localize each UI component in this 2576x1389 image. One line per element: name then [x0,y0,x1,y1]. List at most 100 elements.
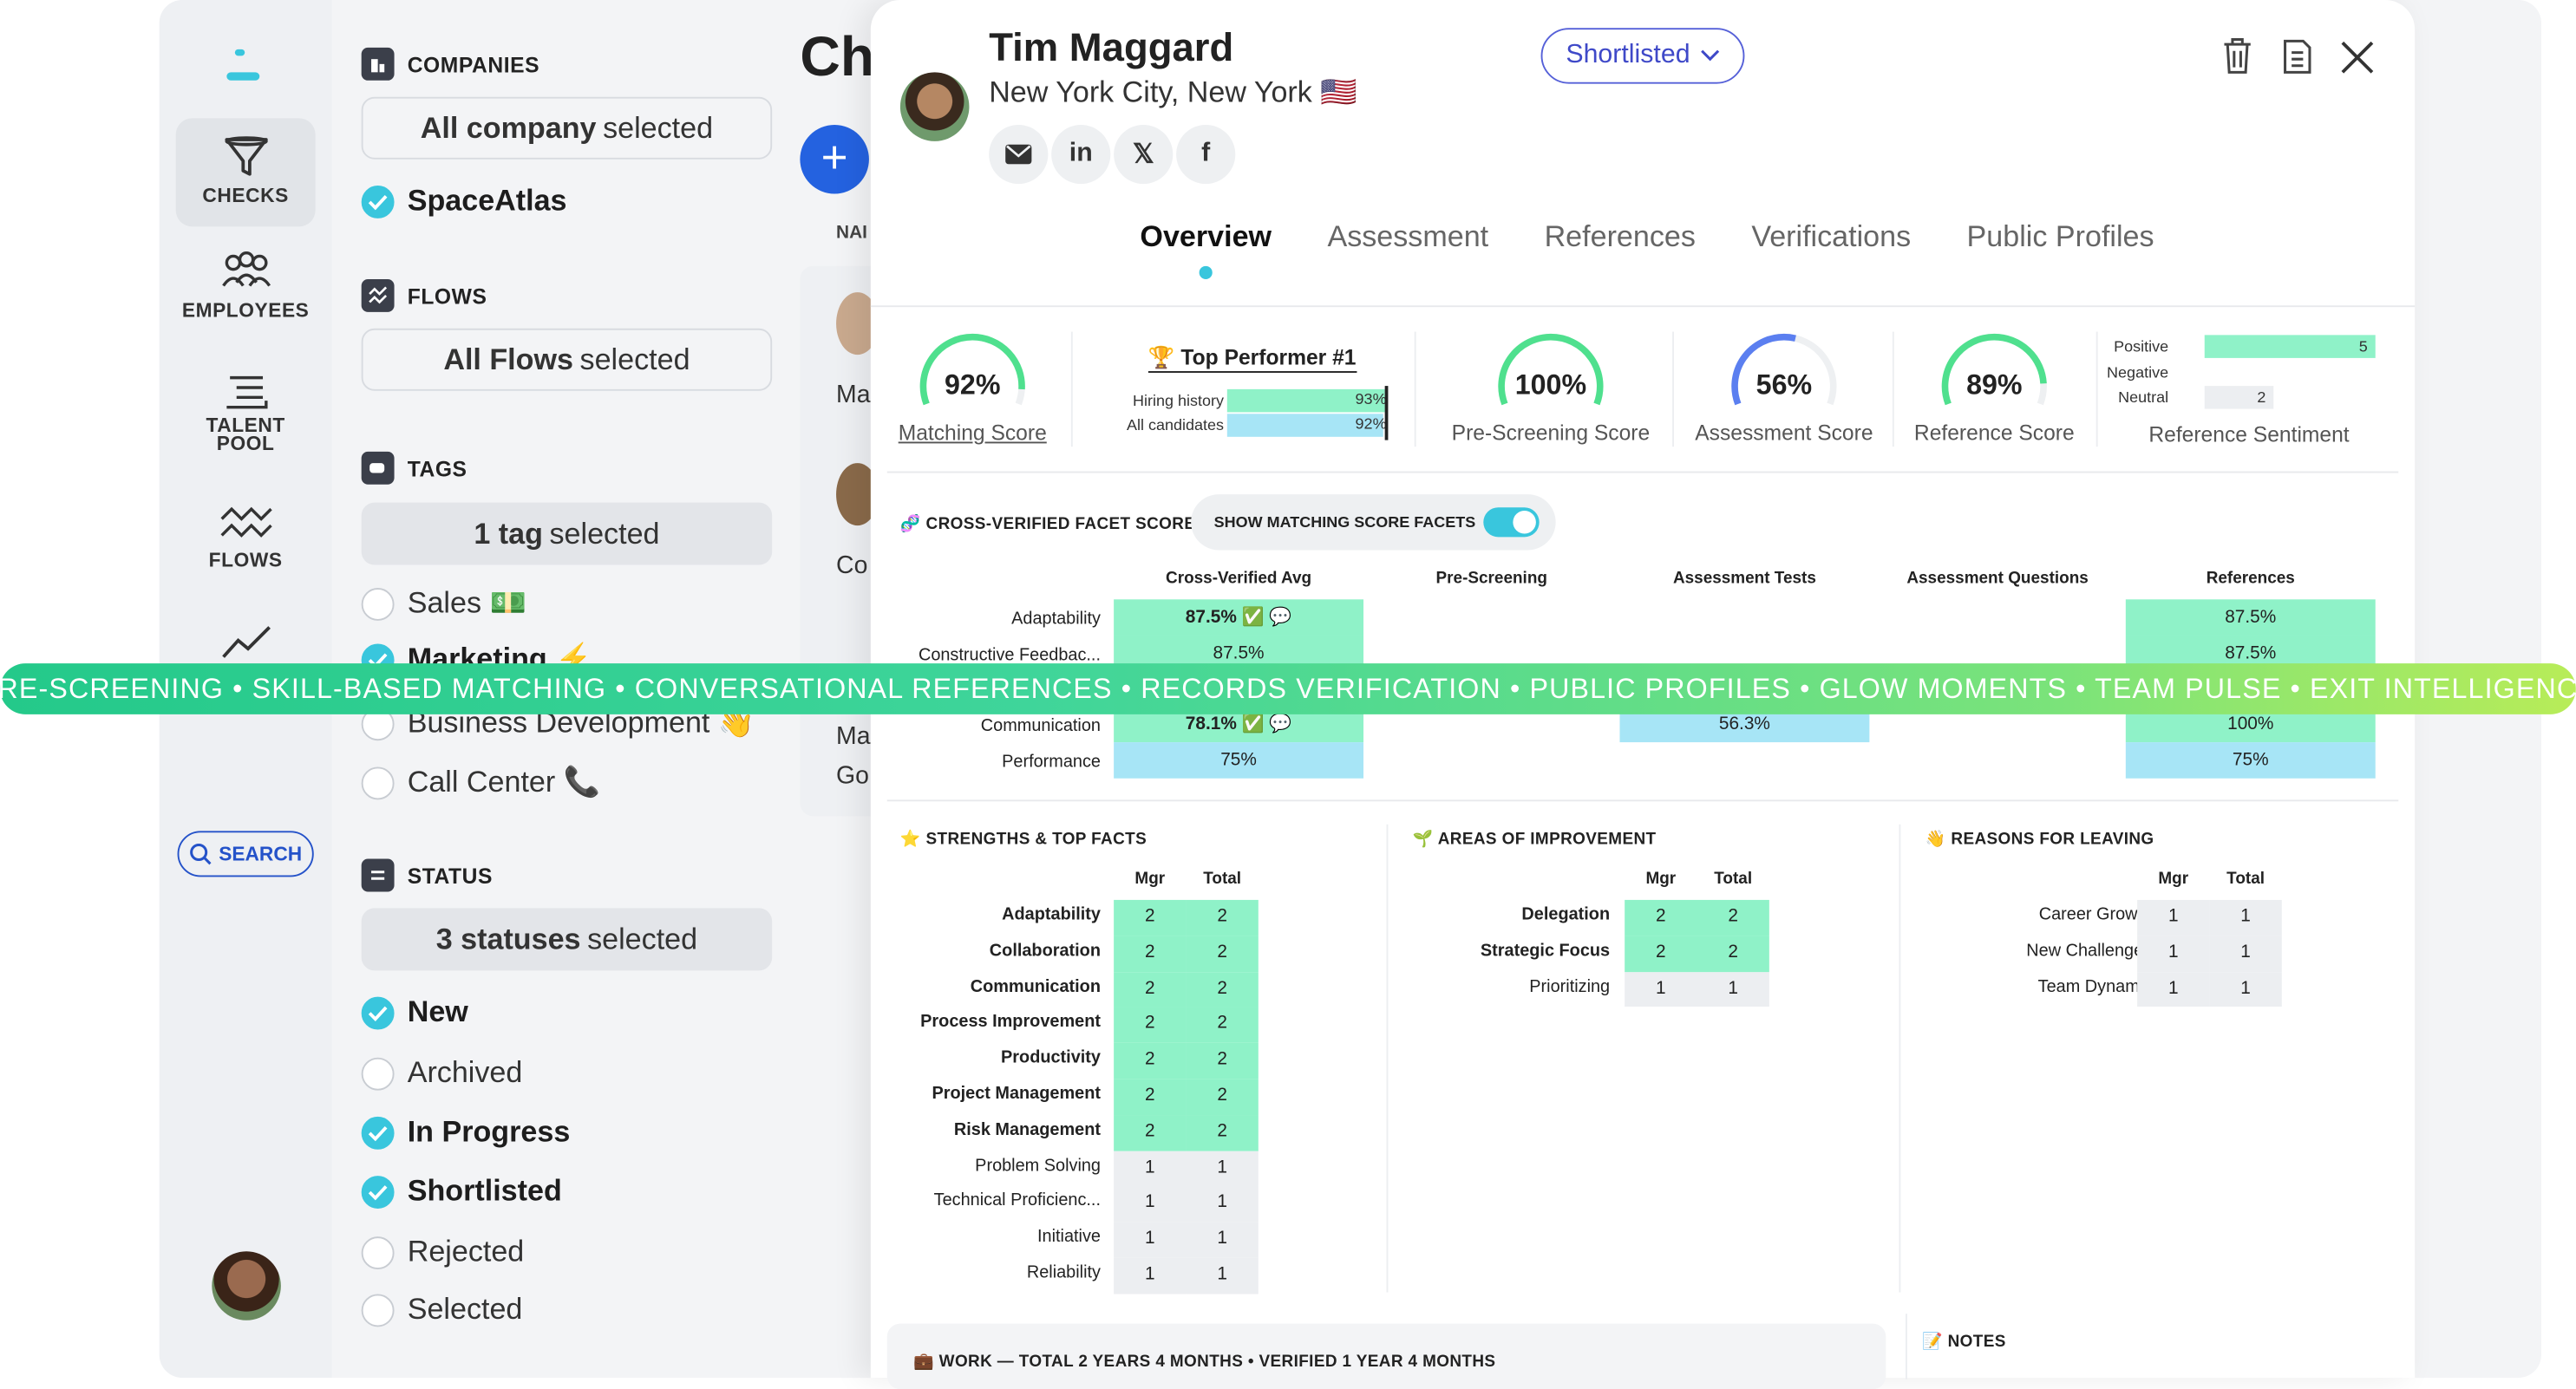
nav-checks[interactable]: CHECKS [175,118,316,227]
count-row-label: Collaboration [989,940,1101,961]
facets-toggle-label: SHOW MATCHING SCORE FACETS [1213,513,1476,532]
list-item[interactable]: Ma [836,381,871,409]
positive-bar [2204,335,2376,358]
matching-score-gauge: 92% Matching Score [899,329,1047,445]
pre-screening-value: 100% [1514,369,1587,401]
tag-option-label: Sales 💵 [407,586,526,620]
count-cell: 2 [1697,936,1769,972]
email-icon[interactable] [989,124,1049,185]
nav-flows[interactable]: FLOWS [176,486,316,595]
count-cell: 1 [1186,1186,1259,1223]
chevron-down-icon [1700,49,1719,62]
list-item[interactable]: Go [836,761,869,791]
status-option-label: Archived [407,1055,523,1089]
neutral-bar [2204,386,2274,409]
facet-col-header: References [2206,570,2295,589]
facets-title: 🧬 CROSS-VERIFIED FACET SCORES [899,515,1207,534]
app-logo-icon [226,49,260,81]
check-icon [361,995,395,1029]
notes-title-text: NOTES [1947,1333,2006,1352]
leaving-col-header: Mgr [2158,870,2189,889]
page-title: Ch [800,26,875,89]
reference-gauge: 89% Reference Score [1914,329,2075,445]
trend-chart-icon[interactable] [219,617,274,663]
facet-avg-cell: 87.5% ✅ 💬 [1114,599,1364,636]
tags-select[interactable]: 1 tag selected [361,502,773,565]
facebook-icon[interactable]: f [1176,124,1236,185]
status-option[interactable]: Selected [361,1293,522,1327]
count-cell: 1 [2209,971,2282,1008]
count-row-label: Communication [970,976,1101,996]
count-cell: 2 [1114,971,1187,1008]
document-icon[interactable] [2280,36,2313,75]
search-button[interactable]: SEARCH [177,831,314,877]
status-selected-suffix: selected [587,922,698,955]
list-item[interactable]: Ma [836,722,871,751]
sentiment-label: Reference Sentiment [2148,421,2350,447]
status-select[interactable]: 3 statuses selected [361,908,773,971]
count-cell: 2 [1186,899,1259,936]
positive-label: Positive [2114,338,2169,356]
count-row-label: Productivity [1001,1047,1101,1068]
notes-title: 📝 NOTES [1921,1333,2006,1352]
tab-public-profiles[interactable]: Public Profiles [1966,219,2154,253]
status-title: STATUS [407,863,493,888]
count-cell: 2 [1625,899,1697,936]
matching-score-label[interactable]: Matching Score [898,420,1047,446]
matching-score-arc [919,333,1025,406]
linkedin-icon[interactable]: in [1051,124,1111,185]
neutral-value: 2 [2257,388,2266,408]
add-button[interactable]: + [800,124,869,194]
all-candidates-label: All candidates [1126,417,1225,435]
count-cell: 1 [1114,1186,1187,1223]
x-icon[interactable]: 𝕏 [1114,124,1174,185]
count-cell: 1 [1625,971,1697,1008]
toggle-switch[interactable] [1483,507,1540,538]
list-icon [226,375,267,409]
count-row-label: Problem Solving [975,1155,1101,1176]
count-row-label: Reliability [1026,1262,1101,1283]
tab-overview[interactable]: Overview [1140,219,1272,279]
tag-icon [361,451,395,485]
count-cell: 2 [1697,899,1769,936]
reference-arc [1941,333,2047,406]
company-option-spaceatlas[interactable]: SpaceAtlas [361,184,567,218]
flows-select[interactable]: All Flows selected [361,328,773,391]
nav-employees[interactable]: EMPLOYEES [176,233,316,342]
hiring-history-value: 93% [1355,390,1387,409]
close-icon[interactable] [2339,39,2376,75]
divider [1892,331,1894,447]
count-row-label: Adaptability [1002,904,1101,925]
companies-select[interactable]: All company selected [361,96,773,160]
status-option[interactable]: In Progress [361,1115,570,1150]
status-option[interactable]: Shortlisted [361,1174,562,1209]
status-dropdown[interactable]: Shortlisted [1540,28,1745,84]
count-row-label: Prioritizing [1529,976,1611,996]
nav-talent-pool[interactable]: TALENT POOL [176,355,316,470]
tab-references[interactable]: References [1544,219,1696,253]
status-option[interactable]: New [361,995,468,1030]
list-item[interactable]: Co [836,551,868,580]
status-option[interactable]: Archived [361,1055,523,1091]
facet-ref-cell: 75% [2125,742,2376,779]
user-avatar[interactable] [212,1251,281,1321]
strengths-title: ⭐ STRENGTHS & TOP FACTS [899,831,1147,850]
tab-verifications[interactable]: Verifications [1751,219,1912,253]
improvement-title-text: AREAS OF IMPROVEMENT [1437,831,1657,850]
count-row-label: Process Improvement [920,1012,1101,1033]
divider [2095,331,2098,447]
candidate-location: New York City, New York 🇺🇸 [989,75,1357,109]
trash-icon[interactable] [2221,36,2254,75]
top-performer-box: 🏆 Top Performer #1 Hiring history All ca… [1070,331,1416,447]
count-cell: 2 [1186,1079,1259,1115]
companies-title: COMPANIES [407,51,540,77]
tag-option[interactable]: Sales 💵 [361,586,526,621]
tag-option[interactable]: Call Center 📞 [361,766,600,800]
divider [886,471,2399,473]
improvement-col-header: Mgr [1645,870,1677,889]
tab-assessment[interactable]: Assessment [1327,219,1489,253]
count-row-label: Technical Proficienc... [933,1190,1101,1211]
status-option[interactable]: Rejected [361,1235,524,1269]
facet-row-label: Performance [1002,752,1101,773]
facets-toggle[interactable]: SHOW MATCHING SCORE FACETS [1191,494,1556,551]
